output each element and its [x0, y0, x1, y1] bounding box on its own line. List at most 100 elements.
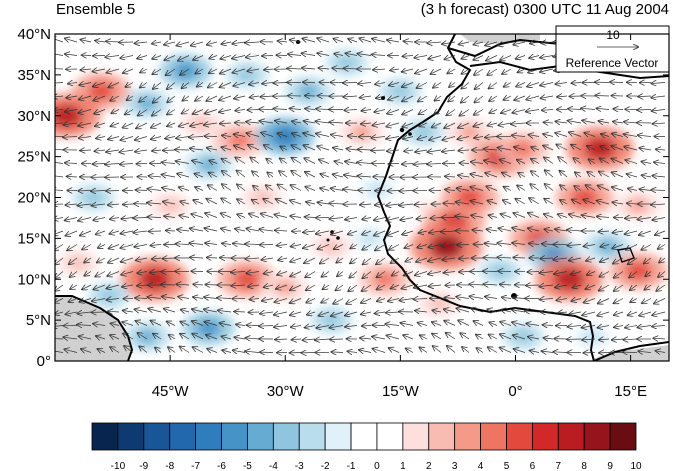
wind-vector: [428, 150, 442, 152]
wind-vector: [488, 123, 498, 126]
cape-verde-island-2: [336, 236, 340, 240]
wind-vector: [541, 96, 554, 98]
wind-vector: [136, 321, 148, 326]
wind-vector: [209, 161, 218, 164]
wind-vector: [344, 68, 358, 69]
wind-vector: [403, 56, 414, 57]
longitude-tick-label: 45°W: [152, 383, 190, 400]
wind-vector: [388, 96, 400, 100]
wind-vector: [193, 347, 204, 353]
wind-vector: [555, 229, 568, 231]
wind-vector: [180, 334, 190, 340]
wind-vector: [560, 185, 568, 191]
wind-vector: [343, 189, 358, 190]
wind-vector: [220, 323, 232, 325]
wind-vector: [152, 42, 162, 44]
wind-vector: [111, 123, 120, 126]
wind-vector: [77, 325, 92, 326]
wind-vector: [222, 159, 232, 164]
wind-vectors: [55, 38, 666, 353]
wind-vector: [330, 122, 344, 123]
wind-vector: [319, 68, 330, 69]
wind-vector: [66, 96, 78, 98]
wind-vector: [587, 172, 596, 178]
anomaly-core: [68, 256, 88, 270]
anomaly-core: [233, 269, 261, 289]
wind-vector: [65, 38, 78, 42]
wind-vector: [473, 230, 484, 231]
colorbar-label: 9: [607, 461, 613, 471]
wind-vector: [246, 122, 260, 123]
wind-vector: [528, 337, 540, 339]
wind-vector: [417, 82, 428, 89]
wind-vector: [582, 339, 596, 340]
wind-vector: [274, 326, 288, 328]
wind-vector: [82, 285, 92, 289]
wind-vector: [415, 68, 428, 73]
anomaly-core: [227, 131, 252, 149]
wind-vector: [575, 172, 582, 177]
wind-vector: [392, 272, 400, 276]
wind-vector: [350, 271, 358, 278]
wind-vector: [162, 188, 176, 191]
canary-island-2: [408, 132, 412, 136]
wind-vector: [231, 285, 246, 286]
anomaly-core: [456, 188, 483, 207]
colorbar-swatch: [454, 422, 481, 451]
wind-vector: [637, 326, 652, 328]
wind-vector: [474, 109, 484, 115]
wind-vector: [220, 56, 232, 59]
wind-vector: [266, 185, 274, 191]
wind-vector: [542, 351, 554, 352]
wind-vector: [457, 245, 470, 246]
wind-vector: [401, 323, 414, 326]
wind-vector: [419, 110, 428, 115]
wind-vector: [488, 347, 498, 353]
wind-vector: [459, 272, 470, 273]
wind-vector: [584, 299, 596, 303]
wind-vector: [152, 56, 162, 59]
wind-vector: [81, 69, 92, 70]
wind-vector: [432, 322, 442, 326]
wind-vector: [589, 159, 596, 163]
wind-vector: [458, 320, 470, 326]
wind-vector: [489, 335, 498, 340]
wind-vector: [261, 214, 274, 218]
wind-vector: [597, 312, 610, 316]
colorbar-swatch: [324, 422, 352, 451]
wind-vector: [489, 215, 498, 217]
wind-vector: [79, 336, 92, 339]
cape-verde-island: [330, 230, 334, 234]
wind-vector: [264, 69, 274, 70]
wind-vector: [290, 216, 302, 218]
wind-vector: [302, 68, 316, 69]
wind-vector: [176, 244, 190, 245]
wind-vector: [93, 324, 106, 326]
wind-vector: [582, 326, 596, 328]
wind-vector: [461, 95, 470, 103]
longitude-tick-label: 30°W: [267, 383, 305, 400]
wind-vector: [377, 299, 386, 302]
wind-vector: [195, 187, 204, 191]
wind-vector: [246, 56, 260, 58]
wind-vector: [94, 110, 106, 114]
wind-vector: [69, 257, 78, 264]
wind-vector: [277, 272, 288, 275]
wind-vector: [387, 150, 400, 151]
anomaly-core: [321, 313, 341, 327]
wind-vector: [79, 96, 92, 100]
latitude-tick-label: 30°N: [17, 108, 51, 125]
wind-vector: [249, 214, 260, 218]
wind-vector: [189, 137, 204, 138]
wind-vector: [582, 312, 596, 315]
wind-vector: [177, 42, 190, 46]
wind-vector: [512, 243, 526, 245]
wind-vector: [350, 257, 358, 263]
wind-vector: [237, 199, 246, 204]
wind-vector: [315, 339, 330, 340]
wind-vector: [204, 123, 218, 125]
wind-vector: [457, 188, 470, 190]
wind-vector: [498, 42, 512, 46]
wind-vector: [274, 83, 288, 84]
wind-vector: [624, 134, 638, 136]
